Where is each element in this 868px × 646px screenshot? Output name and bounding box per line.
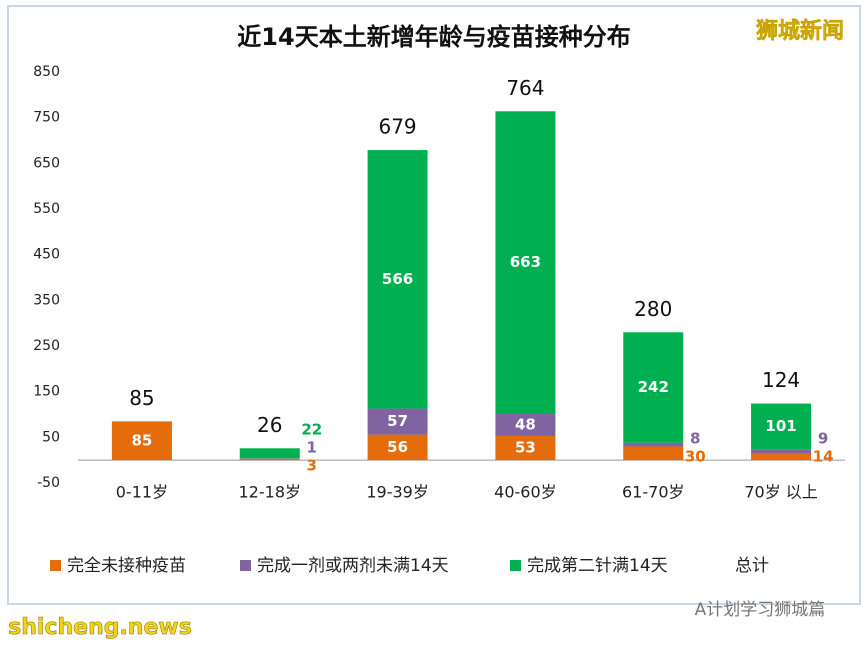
total-label: 280 <box>634 297 672 321</box>
y-tick-label: 50 <box>42 429 60 445</box>
x-tick-label: 61-70岁 <box>622 483 685 502</box>
data-label: 56 <box>387 438 408 456</box>
y-tick-label: 550 <box>33 201 60 217</box>
bar-segment <box>751 453 812 461</box>
bar-segment <box>367 408 428 435</box>
data-label: 3 <box>307 457 317 475</box>
data-label: 8 <box>690 430 700 448</box>
legend-label: 完成一剂或两剂未满14天 <box>257 556 449 576</box>
data-label: 53 <box>515 439 536 457</box>
total-label: 764 <box>506 76 544 100</box>
data-label: 9 <box>818 430 828 448</box>
y-tick-label: 150 <box>33 384 60 400</box>
data-label: 663 <box>510 253 541 271</box>
chart-title: 近14天本土新增年龄与疫苗接种分布 <box>237 23 630 51</box>
x-tick-label: 40-60岁 <box>494 483 557 502</box>
y-tick-label: -50 <box>37 475 60 491</box>
bar-segment <box>623 442 684 447</box>
y-tick-label: 450 <box>33 247 60 263</box>
y-tick-label: 250 <box>33 338 60 354</box>
bar-segment <box>367 150 428 409</box>
data-label: 30 <box>685 448 706 466</box>
data-label: 242 <box>638 378 669 396</box>
data-label: 85 <box>131 431 152 449</box>
total-label: 124 <box>762 368 800 392</box>
bar-segment <box>495 111 556 415</box>
y-tick-label: 750 <box>33 110 60 126</box>
data-label: 101 <box>765 417 796 435</box>
bar-segment <box>751 403 812 450</box>
legend-label: 总计 <box>735 556 769 576</box>
data-label: 48 <box>515 416 536 434</box>
data-label: 1 <box>307 439 317 457</box>
y-tick-label: 350 <box>33 292 60 308</box>
data-label: 22 <box>301 421 322 439</box>
total-label: 26 <box>257 413 282 437</box>
watermark: shicheng.news <box>8 615 192 640</box>
watermark: 狮城新闻 <box>756 18 844 44</box>
x-tick-label: 0-11岁 <box>116 483 168 502</box>
x-tick-label: 70岁 以上 <box>744 483 817 502</box>
bar-segment <box>623 446 684 461</box>
bar-segment <box>239 458 300 461</box>
bar-segment <box>239 448 300 459</box>
data-label: 566 <box>382 270 413 288</box>
legend-swatch <box>240 560 251 571</box>
data-label: 14 <box>813 448 834 466</box>
chart-frame <box>7 5 861 605</box>
legend-label: 完全未接种疫苗 <box>67 556 186 576</box>
y-tick-label: 850 <box>33 64 60 80</box>
legend-label: 完成第二针满14天 <box>527 556 668 576</box>
legend-swatch <box>50 560 61 571</box>
x-tick-label: 12-18岁 <box>239 483 302 502</box>
watermark: A计划学习狮城篇 <box>695 600 826 620</box>
bar-segment <box>495 414 556 436</box>
x-tick-label: 19-39岁 <box>366 483 429 502</box>
data-label: 57 <box>387 412 408 430</box>
legend-swatch <box>510 560 521 571</box>
bar-segment <box>111 421 172 461</box>
y-tick-label: 650 <box>33 155 60 171</box>
total-label: 85 <box>129 386 154 410</box>
bar-segment <box>495 435 556 461</box>
bar-segment <box>367 434 428 461</box>
bar-segment <box>751 449 812 454</box>
total-label: 679 <box>378 115 416 139</box>
bar-segment <box>623 332 684 443</box>
